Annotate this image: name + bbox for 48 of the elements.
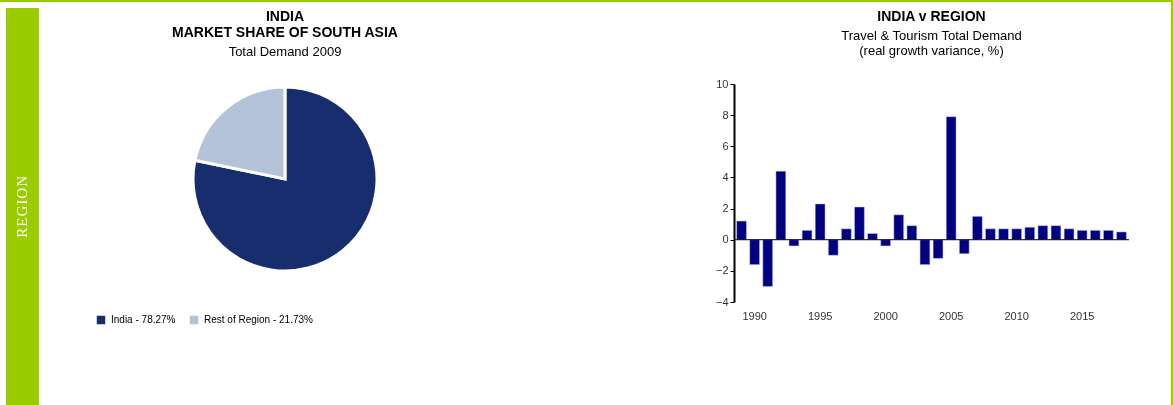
bar [1024,227,1035,240]
bar [854,206,865,240]
bar [985,228,996,240]
x-tick-label: 2000 [873,309,898,322]
y-tick-label: 6 [722,139,729,152]
x-tick-label: 2010 [1004,309,1029,322]
y-tick-label: 2 [722,202,729,215]
bar [841,228,852,240]
y-tick-label: 10 [716,77,729,90]
x-tick-label: 1990 [742,309,767,322]
x-tick-label: 1995 [807,309,833,322]
bar [1116,231,1127,240]
bar [1090,230,1101,240]
bar [1037,225,1049,240]
bar [959,239,970,254]
bar [893,214,904,240]
chart-subtitle: Total Demand 2009 [228,44,342,59]
legend-label: Rest of Region - 21.73% [204,314,314,325]
y-tick-label: −2 [715,264,729,277]
pie-slice [191,85,379,273]
bar [880,239,891,247]
bar [867,233,878,240]
bar [828,239,839,256]
bar [814,203,826,240]
bar [788,239,800,247]
y-tick-label: 8 [722,108,729,121]
bar [998,228,1009,240]
y-tick-label: 0 [722,233,729,246]
text: REGION [14,175,31,238]
y-tick-label: 4 [722,170,729,183]
bar [749,239,760,265]
bar [762,239,773,287]
x-tick-label: 2015 [1069,309,1095,322]
bar [775,170,786,240]
y-tick-label: −4 [715,295,729,308]
bar [1011,228,1022,240]
bar [1103,230,1114,240]
bar [906,225,918,240]
chart-title: INDIA MARKET SHARE OF SOUTH ASIA [172,8,398,40]
legend-label: India - 78.27% [111,314,176,325]
x-tick-label: 2005 [938,309,964,322]
bar [801,230,813,240]
chart-subtitle: Travel & Tourism Total Demand (real growth variance, %) [841,28,1022,58]
bar [1077,230,1088,240]
bar [972,216,983,240]
bar [736,220,747,240]
bar [945,116,957,240]
chart-title: INDIA v REGION [877,8,986,24]
